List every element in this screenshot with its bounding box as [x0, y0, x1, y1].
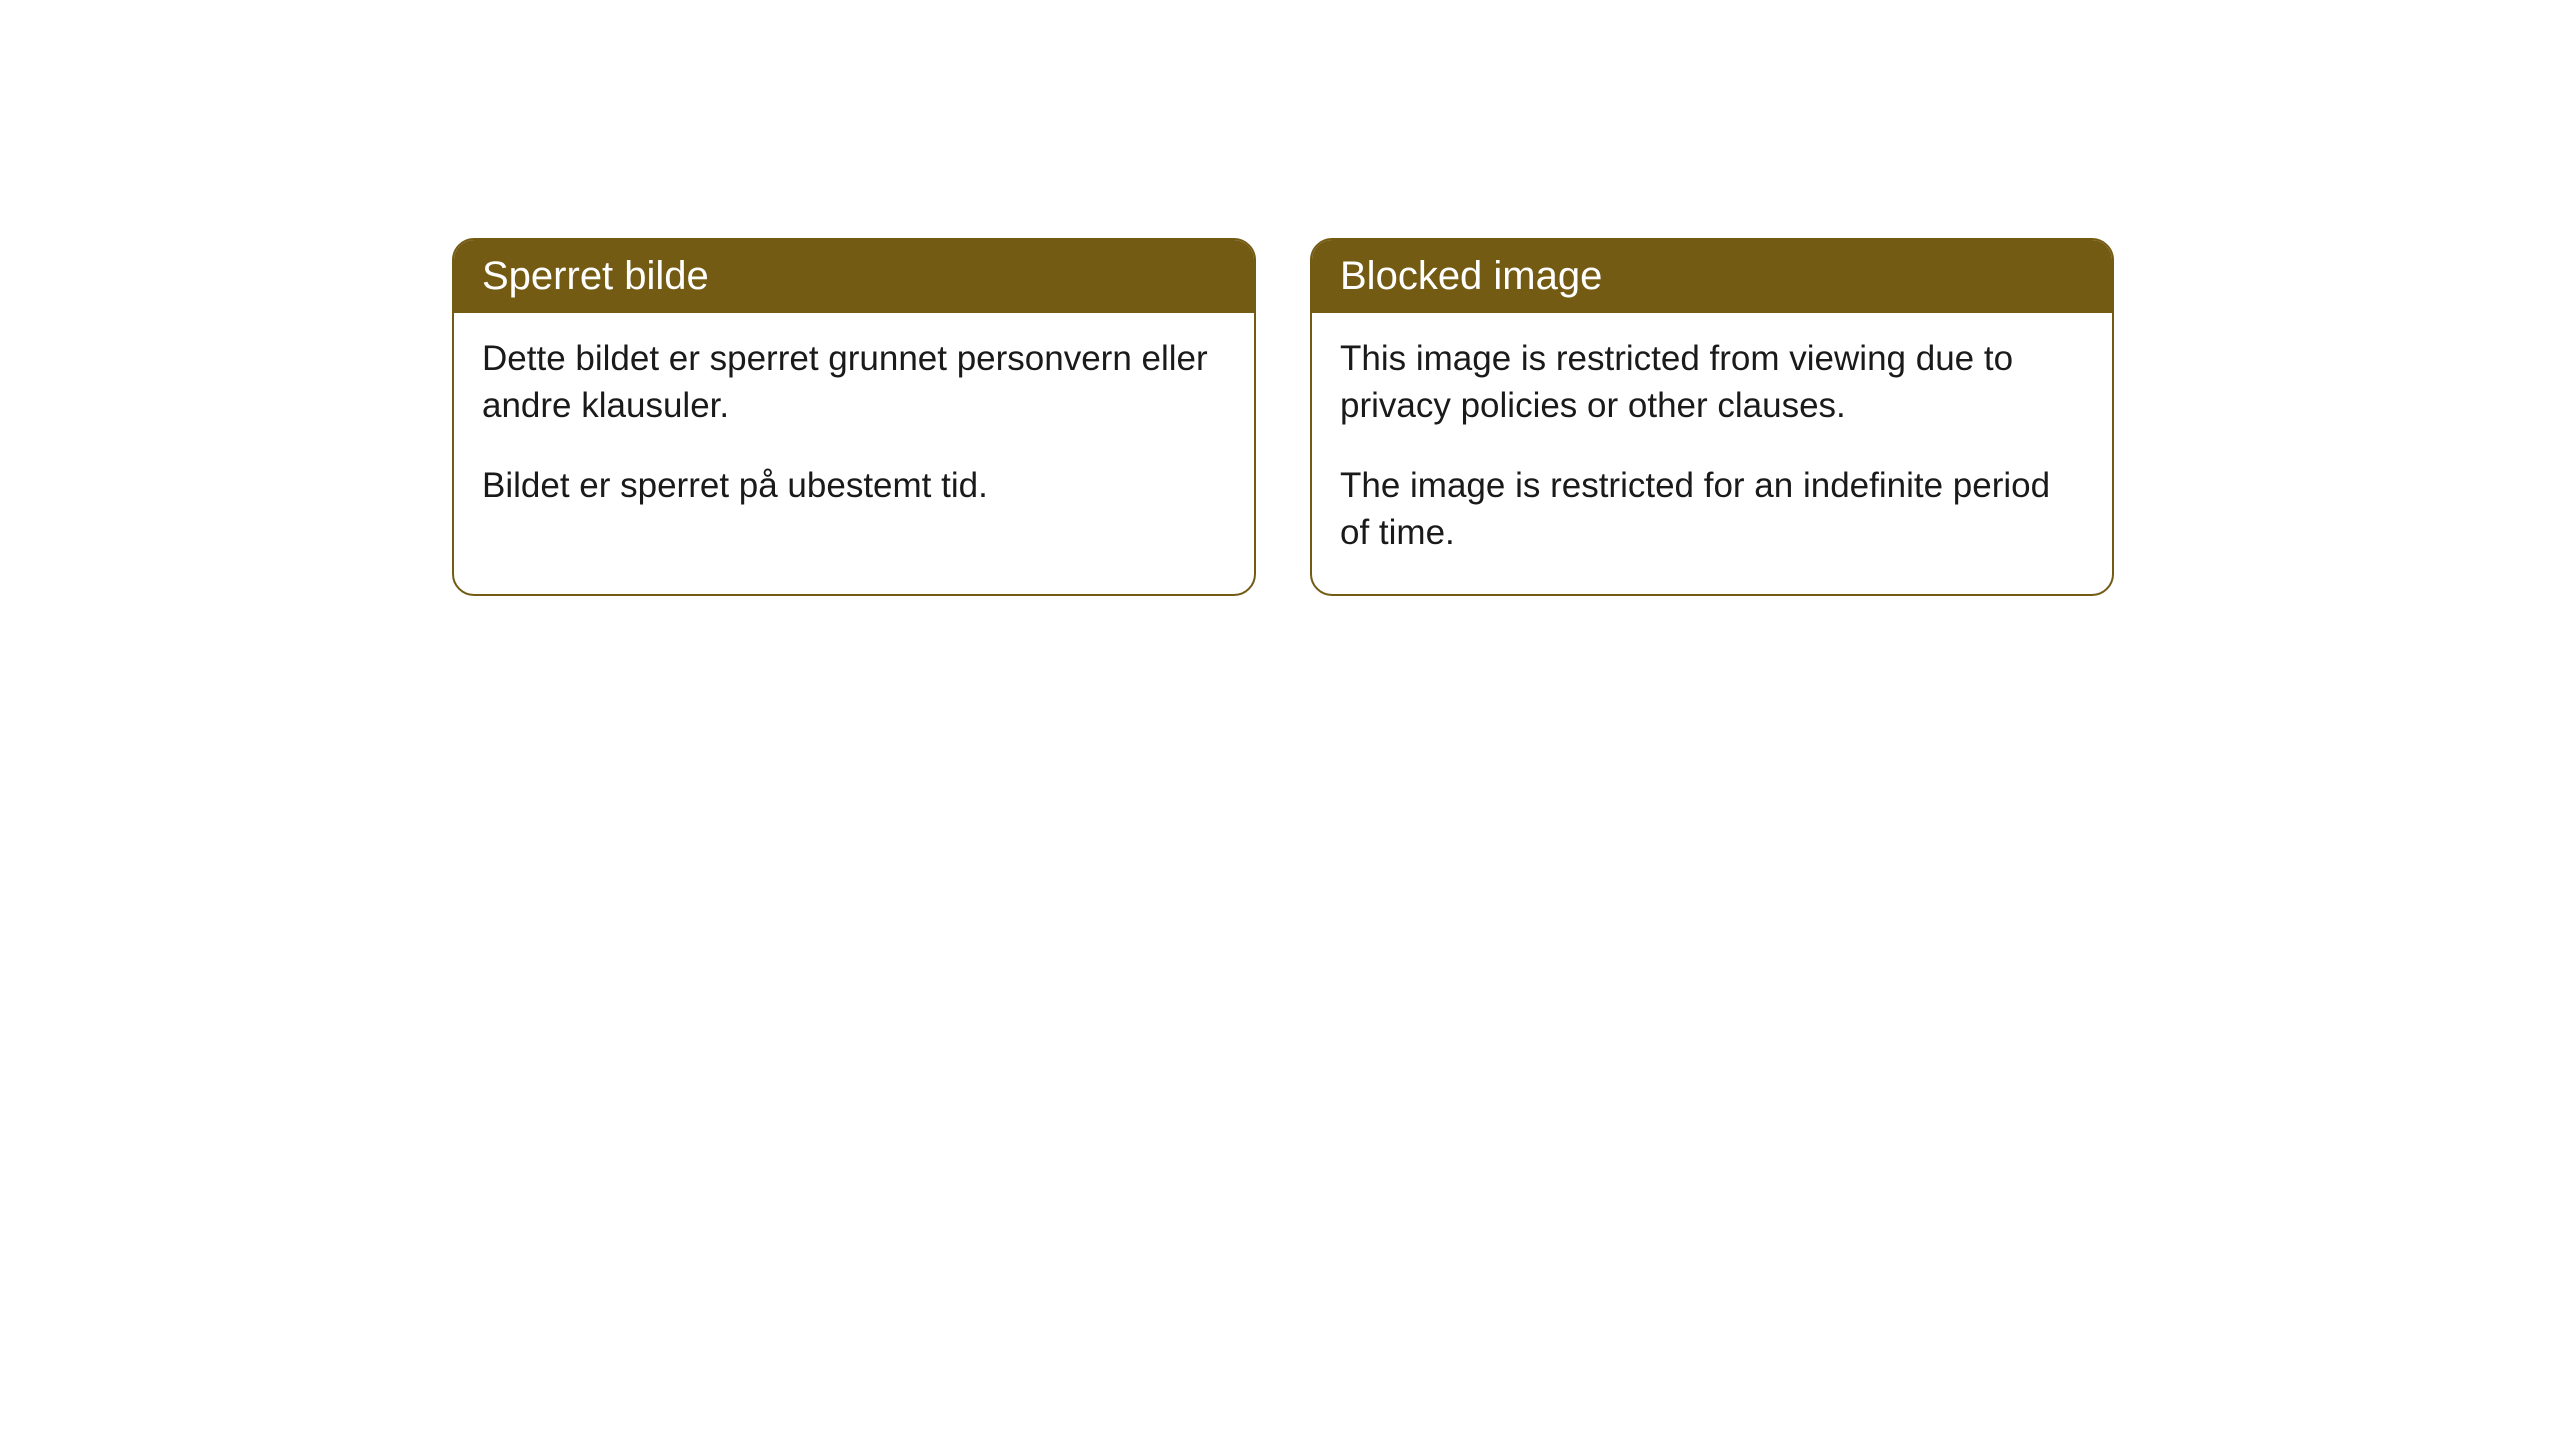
card-header: Blocked image [1312, 240, 2112, 313]
card-body: This image is restricted from viewing du… [1312, 313, 2112, 594]
card-paragraph: Bildet er sperret på ubestemt tid. [482, 462, 1226, 509]
card-header: Sperret bilde [454, 240, 1254, 313]
card-paragraph: The image is restricted for an indefinit… [1340, 462, 2084, 557]
card-title: Blocked image [1340, 254, 1602, 298]
blocked-image-card-english: Blocked image This image is restricted f… [1310, 238, 2114, 596]
card-paragraph: This image is restricted from viewing du… [1340, 335, 2084, 430]
card-title: Sperret bilde [482, 254, 709, 298]
card-body: Dette bildet er sperret grunnet personve… [454, 313, 1254, 547]
blocked-image-card-norwegian: Sperret bilde Dette bildet er sperret gr… [452, 238, 1256, 596]
card-paragraph: Dette bildet er sperret grunnet personve… [482, 335, 1226, 430]
cards-container: Sperret bilde Dette bildet er sperret gr… [452, 238, 2114, 596]
